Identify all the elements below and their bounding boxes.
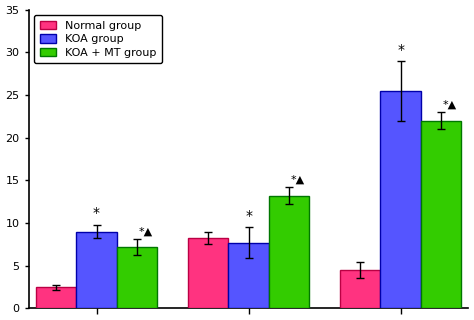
Bar [381, 91, 421, 308]
Bar [269, 196, 309, 308]
Bar [188, 237, 228, 308]
Bar [36, 287, 76, 308]
Text: *▲: *▲ [291, 175, 305, 185]
Text: *: * [93, 206, 100, 220]
Text: *▲: *▲ [138, 227, 153, 237]
Text: *▲: *▲ [443, 100, 457, 109]
Bar [228, 243, 269, 308]
Legend: Normal group, KOA group, KOA + MT group: Normal group, KOA group, KOA + MT group [34, 15, 162, 63]
Bar [76, 232, 117, 308]
Bar [421, 121, 461, 308]
Text: *: * [245, 209, 252, 223]
Text: *: * [397, 43, 404, 57]
Bar [340, 270, 381, 308]
Bar [117, 247, 157, 308]
